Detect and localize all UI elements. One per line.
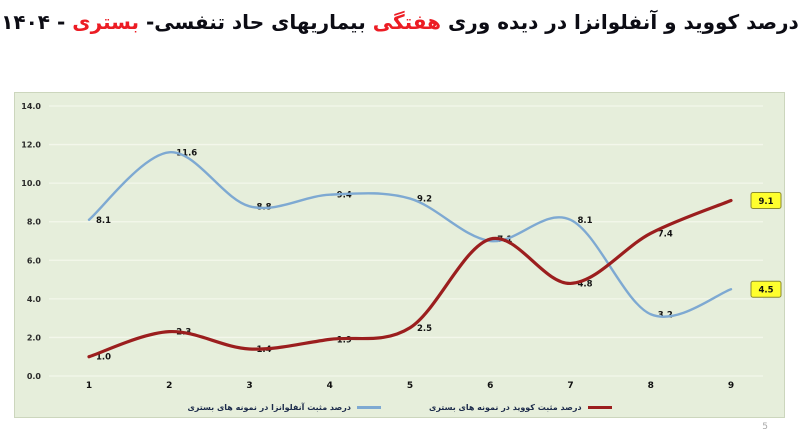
legend-label-influenza: درصد مثبت آنفلوانزا در نمونه های بستری xyxy=(187,403,351,412)
svg-text:0.0: 0.0 xyxy=(27,372,42,381)
svg-text:6.0: 6.0 xyxy=(27,256,42,265)
svg-text:3: 3 xyxy=(246,381,252,391)
svg-text:1: 1 xyxy=(86,381,92,391)
svg-text:12.0: 12.0 xyxy=(21,141,41,150)
svg-text:7: 7 xyxy=(567,381,573,391)
influenza-line-swatch xyxy=(357,406,381,409)
svg-text:5: 5 xyxy=(407,381,413,391)
legend-label-covid: درصد مثبت کووید در نمونه های بستری xyxy=(429,403,582,412)
svg-text:10.0: 10.0 xyxy=(21,179,41,188)
page-number: 5 xyxy=(762,422,768,432)
svg-text:4: 4 xyxy=(327,381,333,391)
svg-text:8.0: 8.0 xyxy=(27,218,42,227)
title-part-middle: بیماریهای حاد تنفسی- xyxy=(146,10,366,34)
svg-text:8.1: 8.1 xyxy=(96,216,111,226)
title-highlight-hospitalized: بستری xyxy=(72,10,140,34)
svg-text:6: 6 xyxy=(487,381,493,391)
svg-text:4.5: 4.5 xyxy=(758,286,773,296)
svg-text:2.0: 2.0 xyxy=(27,333,42,342)
svg-text:11.6: 11.6 xyxy=(176,148,197,158)
svg-text:2: 2 xyxy=(166,381,172,391)
svg-text:2.5: 2.5 xyxy=(417,324,432,334)
svg-text:4.8: 4.8 xyxy=(578,279,593,289)
svg-text:14.0: 14.0 xyxy=(21,102,41,111)
legend-item-covid: درصد مثبت کووید در نمونه های بستری xyxy=(429,403,612,412)
chart-area: 0.0 2.0 4.0 6.0 8.0 10.0 12.0 14.0 1 2 3 4 5 6 7 8 9 1.0 2… xyxy=(14,92,785,418)
svg-text:7.4: 7.4 xyxy=(658,229,673,239)
legend-item-influenza: درصد مثبت آنفلوانزا در نمونه های بستری xyxy=(187,403,381,412)
svg-text:1.9: 1.9 xyxy=(337,335,352,345)
svg-text:3.2: 3.2 xyxy=(658,310,673,320)
svg-text:8.1: 8.1 xyxy=(578,216,593,226)
svg-text:8: 8 xyxy=(648,381,654,391)
chart-title: درصد کووید و آنفلوانزا در دیده وری هفتگی… xyxy=(0,10,800,34)
title-year: - ۱۴۰۴ xyxy=(1,10,66,34)
svg-text:9.4: 9.4 xyxy=(337,191,352,201)
svg-text:1.0: 1.0 xyxy=(96,353,111,363)
svg-text:4.0: 4.0 xyxy=(27,295,42,304)
svg-text:9.2: 9.2 xyxy=(417,195,432,205)
title-part-main: درصد کووید و آنفلوانزا در دیده وری xyxy=(447,10,799,34)
line-chart-plot: 0.0 2.0 4.0 6.0 8.0 10.0 12.0 14.0 1 2 3 4 5 6 7 8 9 1.0 2… xyxy=(15,93,786,419)
covid-line-swatch xyxy=(587,406,612,409)
title-highlight-weekly: هفتگی xyxy=(372,10,441,34)
svg-text:9: 9 xyxy=(728,381,734,391)
chart-legend: درصد مثبت کووید در نمونه های بستری درصد … xyxy=(15,403,784,412)
svg-text:9.1: 9.1 xyxy=(758,197,773,207)
